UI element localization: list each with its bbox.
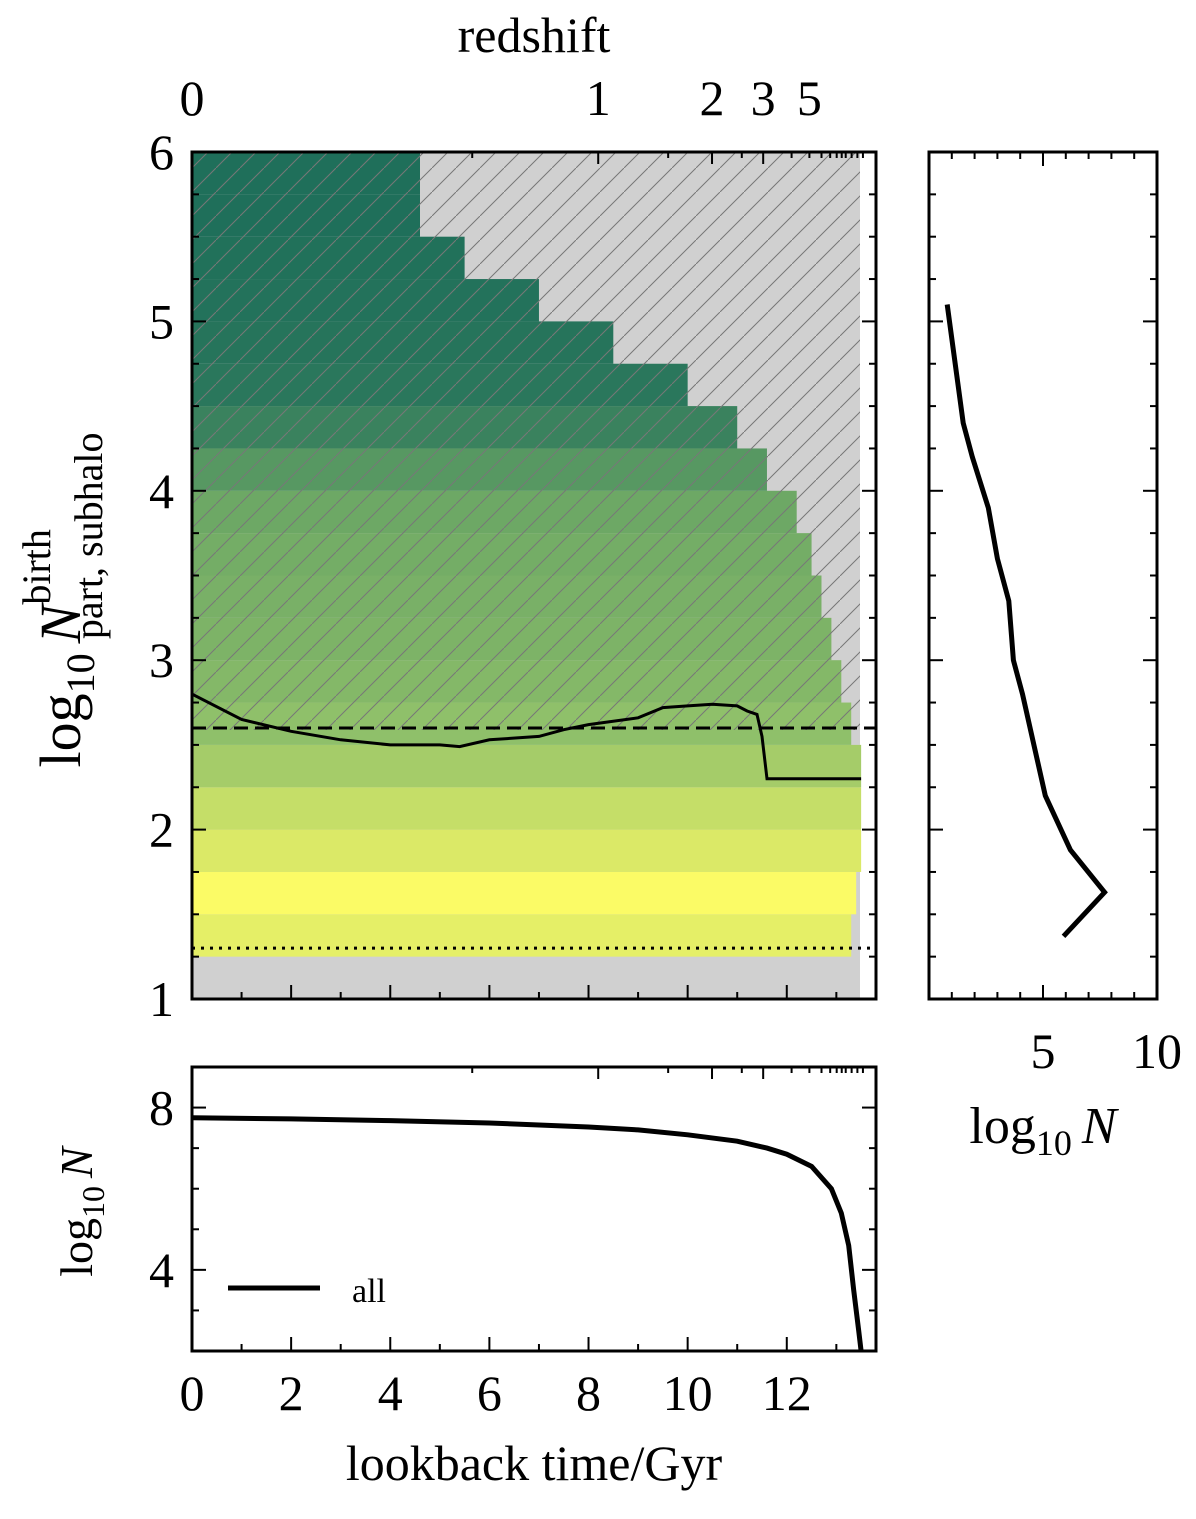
main-y-tick-label: 5 [149, 293, 174, 349]
bottom-y-tick-label: 4 [149, 1242, 174, 1298]
heatmap-row [192, 829, 862, 872]
bottom-panel: 48 0 2 4 6 8 10 12 all lookback time/Gyr log10… [51, 1065, 878, 1491]
right-x-axis-label: log10 N [969, 1098, 1119, 1163]
median-line [192, 692, 862, 781]
right-ticks [929, 151, 1157, 1000]
bottom-x-tick-label: 8 [576, 1365, 601, 1421]
heatmap-row [192, 871, 857, 915]
bottom-ticks [191, 1066, 876, 1351]
redshift-tick-label: 0 [180, 70, 205, 126]
right-xlabel-var: N [1081, 1098, 1120, 1155]
bottom-y-tick-labels: 48 [149, 1080, 174, 1298]
main-ticks [191, 151, 876, 1000]
main-y-tick-label: 2 [149, 802, 174, 858]
bottom-ylabel-var: N [51, 1145, 102, 1179]
bottom-x-tick-labels: 0 2 4 6 8 10 12 [180, 1365, 812, 1421]
ylabel-log: log [28, 693, 93, 767]
bottom-frame [190, 1065, 878, 1353]
legend-label: all [352, 1273, 386, 1310]
ylabel-log-sub: 10 [58, 653, 103, 693]
bottom-x-tick-label: 4 [378, 1365, 403, 1421]
redshift-tick-label: 3 [751, 70, 776, 126]
bottom-y-tick-label: 8 [149, 1080, 174, 1136]
redshift-tick-label: 2 [700, 70, 725, 126]
bottom-x-axis-label: lookback time/Gyr [346, 1435, 723, 1491]
heatmap-row [192, 914, 852, 957]
bottom-all-line [192, 1115, 864, 1351]
bottom-x-tick-label: 2 [279, 1365, 304, 1421]
right-xlabel-sub: 10 [1036, 1123, 1072, 1163]
right-x-tick-label: 10 [1132, 1023, 1182, 1079]
bottom-ylabel-log: log [51, 1218, 102, 1277]
bottom-ylabel-sub: 10 [75, 1186, 111, 1218]
redshift-tick-label: 5 [797, 70, 822, 126]
main-y-tick-label: 1 [149, 971, 174, 1027]
main-y-tick-label: 3 [149, 632, 174, 688]
right-frame [927, 150, 1159, 1001]
ylabel-subscript: part, subhalo [66, 433, 111, 640]
redshift-tick-label: 1 [586, 70, 611, 126]
right-x-tick-labels: 5 10 [1031, 1023, 1183, 1079]
main-y-tick-label: 4 [149, 463, 174, 519]
right-xlabel-log: log [969, 1098, 1035, 1155]
top-axis-label: redshift [458, 7, 611, 63]
ylabel-var: N [28, 601, 93, 644]
bottom-x-tick-label: 10 [663, 1365, 713, 1421]
bottom-x-tick-label: 12 [762, 1365, 812, 1421]
bottom-x-tick-label: 0 [180, 1365, 205, 1421]
ylabel-superscript: birth [14, 529, 59, 605]
main-y-tick-label: 6 [149, 124, 174, 180]
main-y-tick-labels: 1 2 3 4 5 6 [149, 124, 174, 1027]
right-histogram-line [944, 304, 1108, 939]
main-hatch-overlay [192, 152, 860, 730]
heatmap-row [192, 744, 862, 788]
bottom-x-tick-label: 6 [477, 1365, 502, 1421]
right-x-tick-label: 5 [1031, 1023, 1056, 1079]
bottom-y-axis-label: log10 N [51, 1145, 111, 1277]
heatmap-row [192, 787, 862, 830]
main-y-axis-label: log10 Nbirth part, subhalo [14, 433, 111, 768]
right-panel: 5 10 log10 N [927, 150, 1183, 1163]
